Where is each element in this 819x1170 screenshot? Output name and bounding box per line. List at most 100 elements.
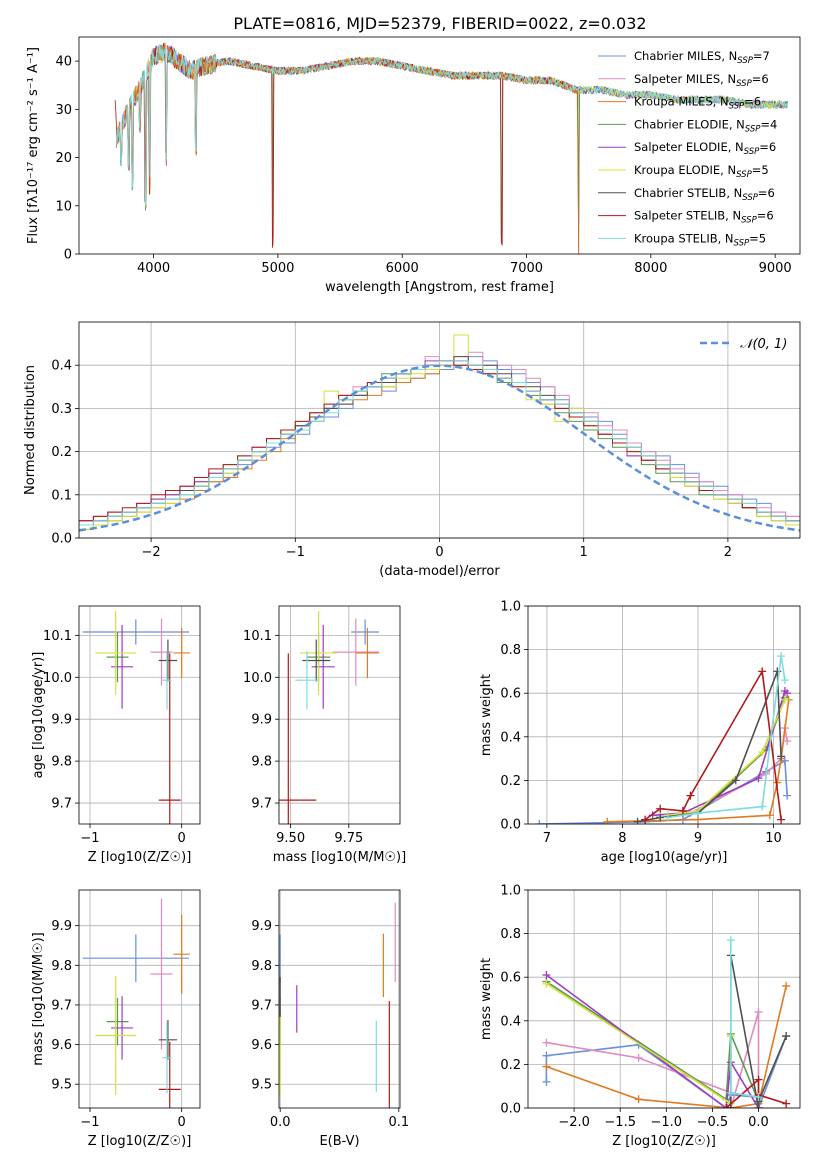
y-axis-label: mass [log10(M/M☉)] [31,932,46,1065]
y-tick-label: 0.6 [500,971,521,986]
plot-area [279,902,396,1108]
x-tick-label: 9.75 [334,831,363,846]
y-tick-label: 9.9 [51,919,72,934]
y-tick-label: 10.1 [243,629,272,644]
y-axis-label: Flux [fλ10⁻¹⁷ erg cm⁻² s⁻¹ A⁻¹] [26,47,41,244]
mass-weight-point [634,1053,643,1062]
y-axis-label: Normed distribution [23,365,38,495]
x-tick-label: 2 [724,545,732,560]
y-tick-label: 9.8 [251,755,272,770]
mass-weight-point [782,981,791,990]
x-tick-label: 10 [765,831,782,846]
axes-frame [78,889,201,1109]
residual-histogram-panel: −2 −1 0 1 2 0.0 0.1 0.2 0.3 0.4 (data-model)/error… [23,321,801,579]
mass-weight-point [780,695,789,704]
spectrum-series-line [115,45,788,206]
y-tick-label: 9.6 [51,1038,72,1053]
mass-weight-series-line [730,940,759,1098]
plot-area [542,936,791,1108]
normal-curve [79,364,800,532]
y-tick-label: 9.7 [51,797,72,812]
mass-weight-point [758,802,767,811]
mass-weight-point [542,971,551,980]
x-tick-label: 7 [543,831,551,846]
x-tick-label: −1 [286,545,305,560]
x-tick-label: −2.0 [558,1115,590,1130]
mass-weight-series-line [660,697,786,819]
legend-label: Chabrier MILES, NSSP=7 [634,49,770,66]
x-tick-label: 8000 [634,261,667,276]
mass-weight-point [754,774,763,783]
mass-weight-point [542,979,551,988]
mass-weight-point [783,689,792,698]
axes-frame [78,36,801,255]
y-tick-label: 9.6 [251,1038,272,1053]
x-tick-label: 0.1 [388,1115,409,1130]
mass-weight-point [783,791,792,800]
y-axis-label: age [log10(age/yr)] [31,652,46,779]
mass-weight-point [633,817,642,824]
y-tick-label: 0.4 [500,1014,521,1029]
y-tick-label: 9.8 [51,959,72,974]
mass-weight-series-line [637,671,782,823]
axes-frame [527,889,801,1109]
y-tick-label: 9.9 [51,713,72,728]
legend-label: Chabrier STELIB, NSSP=6 [634,186,775,203]
figure-title: PLATE=0816, MJD=52379, FIBERID=0022, z=0… [233,14,646,33]
x-axis-label: Z [log10(Z/Z☉)] [88,850,192,865]
mass-weight-point [754,1093,763,1102]
mass-weight-point [542,1077,551,1086]
y-tick-label: 9.5 [51,1078,72,1093]
mass-weight-point [634,1095,643,1104]
mass-weight-point [782,1099,791,1108]
y-tick-label: 20 [55,151,72,166]
x-tick-label: 9000 [759,261,792,276]
axes-frame [278,605,401,825]
age-vs-metallicity-panel: −1 0 9.7 9.8 9.9 10.0 10.1 Z [log10(Z/Z☉)] age [… [31,605,201,865]
mass-weight-point [726,1104,735,1108]
mass-weight-point [780,676,789,685]
mass-weight-point [782,1032,791,1041]
y-tick-label: 0.3 [51,402,72,417]
mass-weight-point [758,748,767,757]
y-tick-label: 10.0 [43,671,72,686]
x-tick-label: 0 [435,545,443,560]
x-axis-label: (data-model)/error [379,564,500,579]
mass-weight-point [535,820,544,824]
mass-weight-series-line [545,980,760,1102]
x-tick-label: 4000 [137,261,170,276]
plot-area [279,611,380,824]
y-tick-label: 0.4 [51,359,72,374]
x-axis-label: Z [log10(Z/Z☉)] [612,1134,716,1149]
y-tick-label: 1.0 [500,600,521,615]
mass-weight-point [678,806,687,815]
y-axis-label: mass weight [479,958,494,1040]
y-tick-label: 0.0 [500,818,521,833]
x-tick-label: 8 [618,831,626,846]
plot-area [535,652,793,824]
mass-weight-point [777,652,786,661]
mass-weight-point [542,1038,551,1047]
plot-area [114,42,788,254]
y-tick-label: 10.0 [243,671,272,686]
mass-weight-point [603,817,612,824]
y-tick-label: 10.1 [43,629,72,644]
y-tick-label: 0.8 [500,643,521,658]
y-tick-label: 0 [64,248,72,263]
axes-frame [78,605,201,825]
y-tick-label: 0.6 [500,687,521,702]
mass-weight-point [754,1075,763,1084]
x-axis-label: age [log10(age/yr)] [601,850,728,865]
mass-weight-point [777,815,786,824]
mass-weight-point [777,752,786,761]
y-tick-label: 9.7 [51,998,72,1013]
mass-vs-metallicity-panel: −1 0 9.5 9.6 9.7 9.8 9.9 Z [log10(Z/Z☉)] mass [l… [31,889,201,1149]
mass-weight-point [686,791,695,800]
x-axis-label: mass [log10(M/M☉)] [273,850,406,865]
x-tick-label: 9.50 [276,831,305,846]
mass-weight-point [656,804,665,813]
y-tick-label: 0.2 [51,445,72,460]
x-tick-label: −0.5 [697,1115,729,1130]
y-tick-label: 0.0 [500,1102,521,1117]
